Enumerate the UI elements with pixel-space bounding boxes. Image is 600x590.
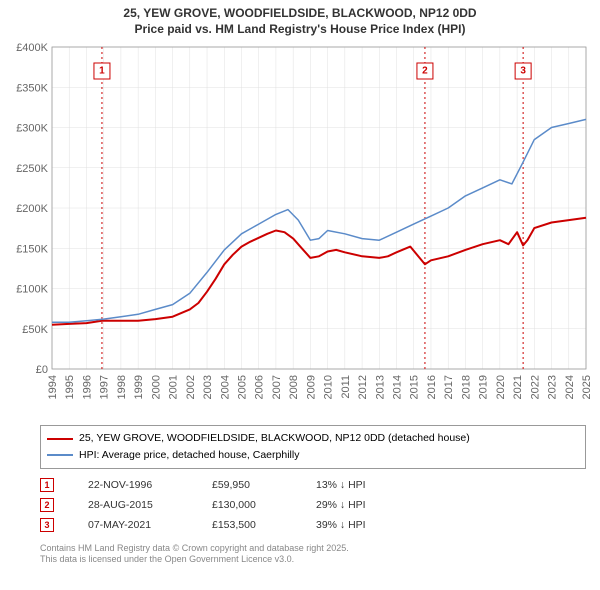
svg-text:£200K: £200K [16,203,48,215]
legend-label: HPI: Average price, detached house, Caer… [79,447,299,464]
sale-diff: 29% ↓ HPI [316,499,366,511]
sale-date: 22-NOV-1996 [88,479,178,491]
svg-text:2022: 2022 [529,375,541,399]
chart-title: 25, YEW GROVE, WOODFIELDSIDE, BLACKWOOD,… [0,0,600,39]
footer-line-2: This data is licensed under the Open Gov… [40,554,586,566]
legend: 25, YEW GROVE, WOODFIELDSIDE, BLACKWOOD,… [40,425,586,469]
svg-text:2015: 2015 [409,375,421,399]
svg-text:£300K: £300K [16,123,48,135]
svg-text:1998: 1998 [116,375,128,399]
svg-text:2008: 2008 [288,375,300,399]
legend-label: 25, YEW GROVE, WOODFIELDSIDE, BLACKWOOD,… [79,430,470,447]
svg-text:2019: 2019 [478,375,490,399]
svg-text:£350K: £350K [16,82,48,94]
svg-text:2017: 2017 [443,375,455,399]
svg-text:2001: 2001 [168,375,180,399]
svg-text:2005: 2005 [236,375,248,399]
svg-text:2006: 2006 [254,375,266,399]
svg-text:1997: 1997 [99,375,111,399]
svg-text:£0: £0 [36,364,48,376]
legend-swatch [47,438,73,440]
svg-text:£400K: £400K [16,42,48,54]
footer-attribution: Contains HM Land Registry data © Crown c… [40,543,586,566]
svg-text:2: 2 [422,66,428,77]
svg-text:2003: 2003 [202,375,214,399]
svg-text:£150K: £150K [16,243,48,255]
price-chart: £0 £50K £100K £150K £200K £250K £300K £350K £400… [10,39,590,419]
svg-text:2020: 2020 [495,375,507,399]
sale-date: 07-MAY-2021 [88,519,178,531]
svg-text:2002: 2002 [185,375,197,399]
title-line-1: 25, YEW GROVE, WOODFIELDSIDE, BLACKWOOD,… [4,6,596,22]
sale-marker: 3 [40,518,54,532]
sale-price: £153,500 [212,519,282,531]
sale-row: 2 28-AUG-2015 £130,000 29% ↓ HPI [40,495,586,515]
sales-table: 1 22-NOV-1996 £59,950 13% ↓ HPI 2 28-AUG-2015… [40,475,586,535]
sale-marker: 2 [40,498,54,512]
legend-item: HPI: Average price, detached house, Caer… [47,447,579,464]
svg-text:2025: 2025 [581,375,590,399]
sale-row: 1 22-NOV-1996 £59,950 13% ↓ HPI [40,475,586,495]
svg-text:£50K: £50K [22,324,48,336]
chart-container: £0 £50K £100K £150K £200K £250K £300K £350K £400… [10,39,590,419]
svg-text:2011: 2011 [340,375,352,399]
sale-row: 3 07-MAY-2021 £153,500 39% ↓ HPI [40,515,586,535]
svg-text:1995: 1995 [64,375,76,399]
svg-text:2013: 2013 [374,375,386,399]
svg-text:2023: 2023 [547,375,559,399]
svg-text:1994: 1994 [47,375,59,399]
sale-date: 28-AUG-2015 [88,499,178,511]
svg-text:2007: 2007 [271,375,283,399]
svg-text:£100K: £100K [16,284,48,296]
svg-text:2000: 2000 [150,375,162,399]
svg-text:£250K: £250K [16,163,48,175]
sale-marker: 1 [40,478,54,492]
sale-diff: 13% ↓ HPI [316,479,366,491]
svg-text:2014: 2014 [392,375,404,399]
svg-text:2012: 2012 [357,375,369,399]
svg-text:1996: 1996 [81,375,93,399]
svg-text:3: 3 [520,66,526,77]
svg-text:2021: 2021 [512,375,524,399]
svg-text:1999: 1999 [133,375,145,399]
svg-text:1: 1 [99,66,105,77]
legend-swatch [47,454,73,456]
svg-text:2004: 2004 [219,375,231,399]
svg-text:2018: 2018 [460,375,472,399]
svg-text:2009: 2009 [305,375,317,399]
sale-price: £130,000 [212,499,282,511]
legend-item: 25, YEW GROVE, WOODFIELDSIDE, BLACKWOOD,… [47,430,579,447]
sale-diff: 39% ↓ HPI [316,519,366,531]
svg-text:2016: 2016 [426,375,438,399]
title-line-2: Price paid vs. HM Land Registry's House … [4,22,596,38]
svg-text:2010: 2010 [323,375,335,399]
sale-price: £59,950 [212,479,282,491]
footer-line-1: Contains HM Land Registry data © Crown c… [40,543,586,555]
svg-text:2024: 2024 [564,375,576,399]
